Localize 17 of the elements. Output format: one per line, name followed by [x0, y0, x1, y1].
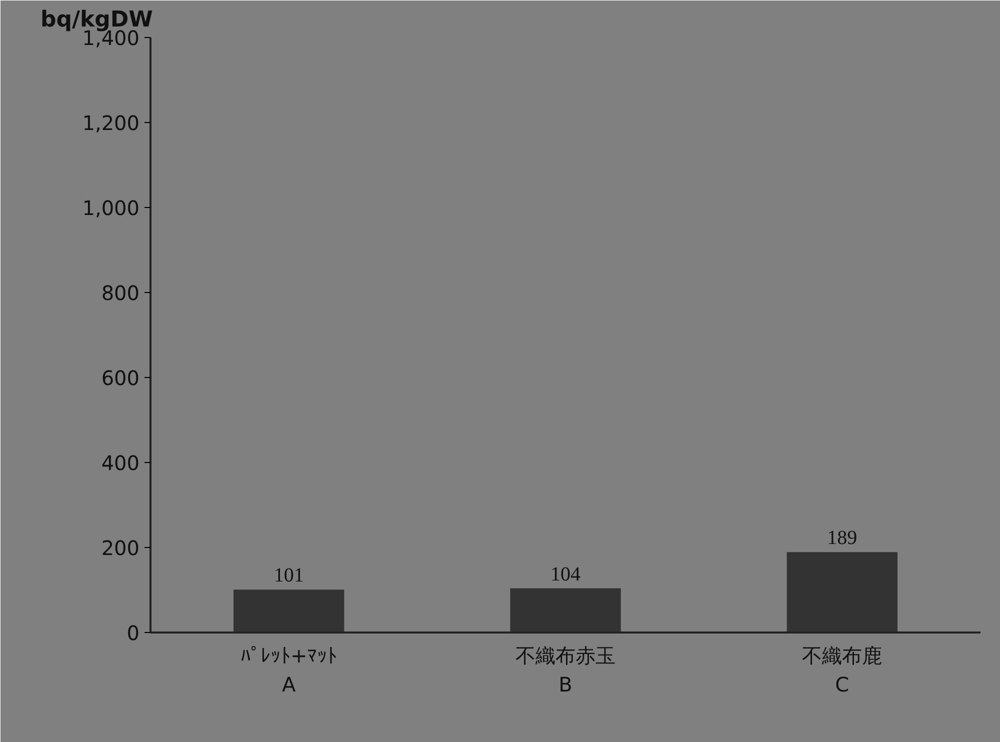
x-tick-label: ﾊﾟﾚｯﾄ+ﾏｯﾄ A	[240, 644, 338, 696]
x-tick-label: 不織布鹿 C	[802, 644, 882, 696]
y-tick-label: 800	[101, 281, 140, 305]
bar	[510, 588, 621, 632]
data-label: 189	[827, 527, 858, 550]
y-tick-label: 600	[101, 366, 140, 390]
y-tick-label: 1,000	[82, 196, 140, 220]
y-axis-title: bq/kgDW	[40, 8, 153, 32]
y-tick-label: 1,200	[82, 111, 140, 135]
y-tick-label: 200	[101, 536, 140, 560]
data-label: 101	[274, 564, 304, 587]
x-tick-label: 不織布赤玉 B	[516, 644, 616, 696]
data-label: 104	[550, 563, 580, 586]
y-tick-label: 0	[126, 621, 140, 645]
bar	[234, 590, 344, 632]
y-tick-label: 400	[101, 451, 140, 475]
bar	[786, 552, 898, 632]
